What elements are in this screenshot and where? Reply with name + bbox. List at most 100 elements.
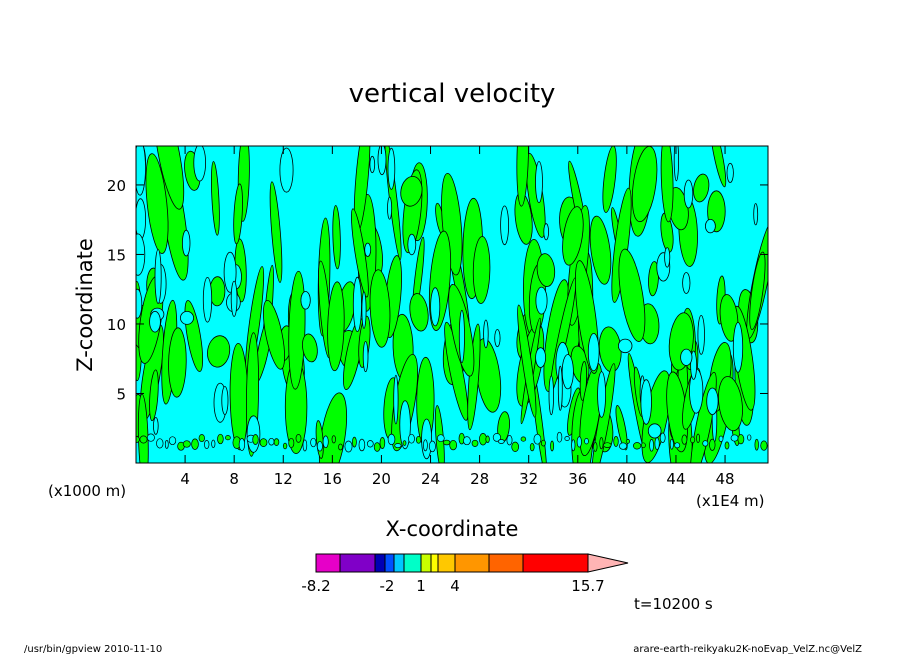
surface-cell (366, 440, 374, 448)
downdraft-region (193, 146, 206, 182)
x-tick-label: 48 (716, 470, 735, 488)
surface-cell (463, 436, 471, 446)
colorbar-segment (430, 553, 439, 573)
updraft-region (525, 152, 546, 238)
colorbar-segment (403, 553, 422, 573)
surface-cell (191, 438, 199, 450)
surface-cell (358, 438, 366, 452)
downdraft-region (705, 219, 716, 234)
surface-cell (436, 434, 445, 443)
x-axis-label: X-coordinate (386, 517, 519, 541)
surface-cell (571, 439, 576, 452)
updraft-region (400, 176, 423, 207)
downdraft-region (682, 272, 691, 294)
surface-cell (295, 434, 302, 443)
y-tick-label: 10 (107, 316, 126, 334)
updraft-region (602, 146, 617, 213)
surface-cell (164, 439, 169, 449)
colorbar-label-1: 1 (416, 577, 426, 595)
updraft-region (233, 183, 243, 245)
downdraft-region (640, 379, 652, 425)
updraft-region (536, 253, 556, 287)
colorbar-label-4: 4 (450, 577, 460, 595)
surface-cell (718, 435, 724, 442)
surface-cell (288, 437, 295, 449)
downdraft-region (361, 291, 367, 329)
updraft-region (211, 161, 220, 236)
updraft-region (467, 323, 481, 431)
y-tick-label: 15 (107, 246, 126, 264)
x-tick-label: 40 (617, 470, 636, 488)
downdraft-region (535, 161, 543, 204)
surface-cell (724, 441, 730, 450)
surface-cell (492, 433, 501, 442)
downdraft-region (352, 276, 362, 332)
surface-cell (402, 440, 407, 446)
surface-cell (156, 438, 164, 449)
surface-cell (168, 436, 177, 446)
updraft-region (149, 369, 159, 422)
plot-area (135, 145, 769, 464)
surface-cell (310, 437, 317, 448)
surface-cell (211, 439, 216, 448)
colorbar (315, 553, 629, 573)
surface-cell (302, 439, 308, 452)
downdraft-region (494, 329, 501, 348)
surface-cell (331, 435, 336, 444)
surface-cell (619, 442, 628, 450)
velocity-field (136, 146, 768, 463)
surface-cell (632, 442, 642, 450)
downdraft-region (136, 146, 146, 196)
downdraft-region (535, 347, 546, 368)
surface-cell (533, 433, 542, 445)
colorbar-label-min: -8.2 (301, 577, 330, 595)
downdraft-region (369, 155, 376, 174)
downdraft-region (399, 400, 411, 450)
updraft-region (693, 173, 710, 203)
x-tick-label: 28 (470, 470, 489, 488)
surface-cell (659, 432, 666, 443)
surface-cell (252, 434, 259, 445)
surface-cell (506, 435, 513, 446)
updraft-region (145, 153, 169, 254)
downdraft-region (279, 147, 294, 193)
x-tick-label: 20 (372, 470, 391, 488)
surface-cell (641, 442, 646, 449)
surface-cell (760, 440, 768, 451)
x-tick-label: 36 (568, 470, 587, 488)
downdraft-region (597, 371, 606, 418)
downdraft-region (230, 280, 238, 317)
downdraft-region (647, 423, 662, 439)
downdraft-region (154, 249, 162, 304)
updraft-region (591, 363, 616, 463)
downdraft-region (697, 314, 705, 355)
downdraft-region (387, 196, 393, 220)
updraft-region (749, 251, 766, 330)
downdraft-region (557, 365, 563, 411)
downdraft-region (673, 146, 679, 182)
surface-cell (394, 443, 402, 449)
downdraft-region (421, 418, 433, 460)
updraft-region (611, 187, 632, 303)
downdraft-region (387, 147, 396, 190)
surface-cell (511, 441, 520, 452)
downdraft-region (430, 287, 441, 327)
colorbar-segment (488, 553, 524, 573)
downdraft-region (407, 233, 417, 256)
surface-cell (702, 440, 709, 447)
surface-cell (338, 443, 343, 451)
surface-cell (443, 439, 451, 446)
surface-cell (556, 431, 563, 443)
surface-cell (415, 435, 422, 444)
downdraft-region (587, 332, 600, 372)
colorbar-segment (339, 553, 376, 573)
surface-cell (613, 435, 619, 447)
surface-cell (690, 436, 696, 444)
y-axis-label: Z-coordinate (73, 238, 97, 372)
downdraft-region (221, 386, 229, 415)
updraft-region (444, 321, 469, 421)
surface-cell (737, 434, 745, 445)
y-unit-label: (x1000 m) (48, 482, 126, 500)
surface-cell (282, 442, 288, 450)
updraft-region (648, 261, 659, 297)
